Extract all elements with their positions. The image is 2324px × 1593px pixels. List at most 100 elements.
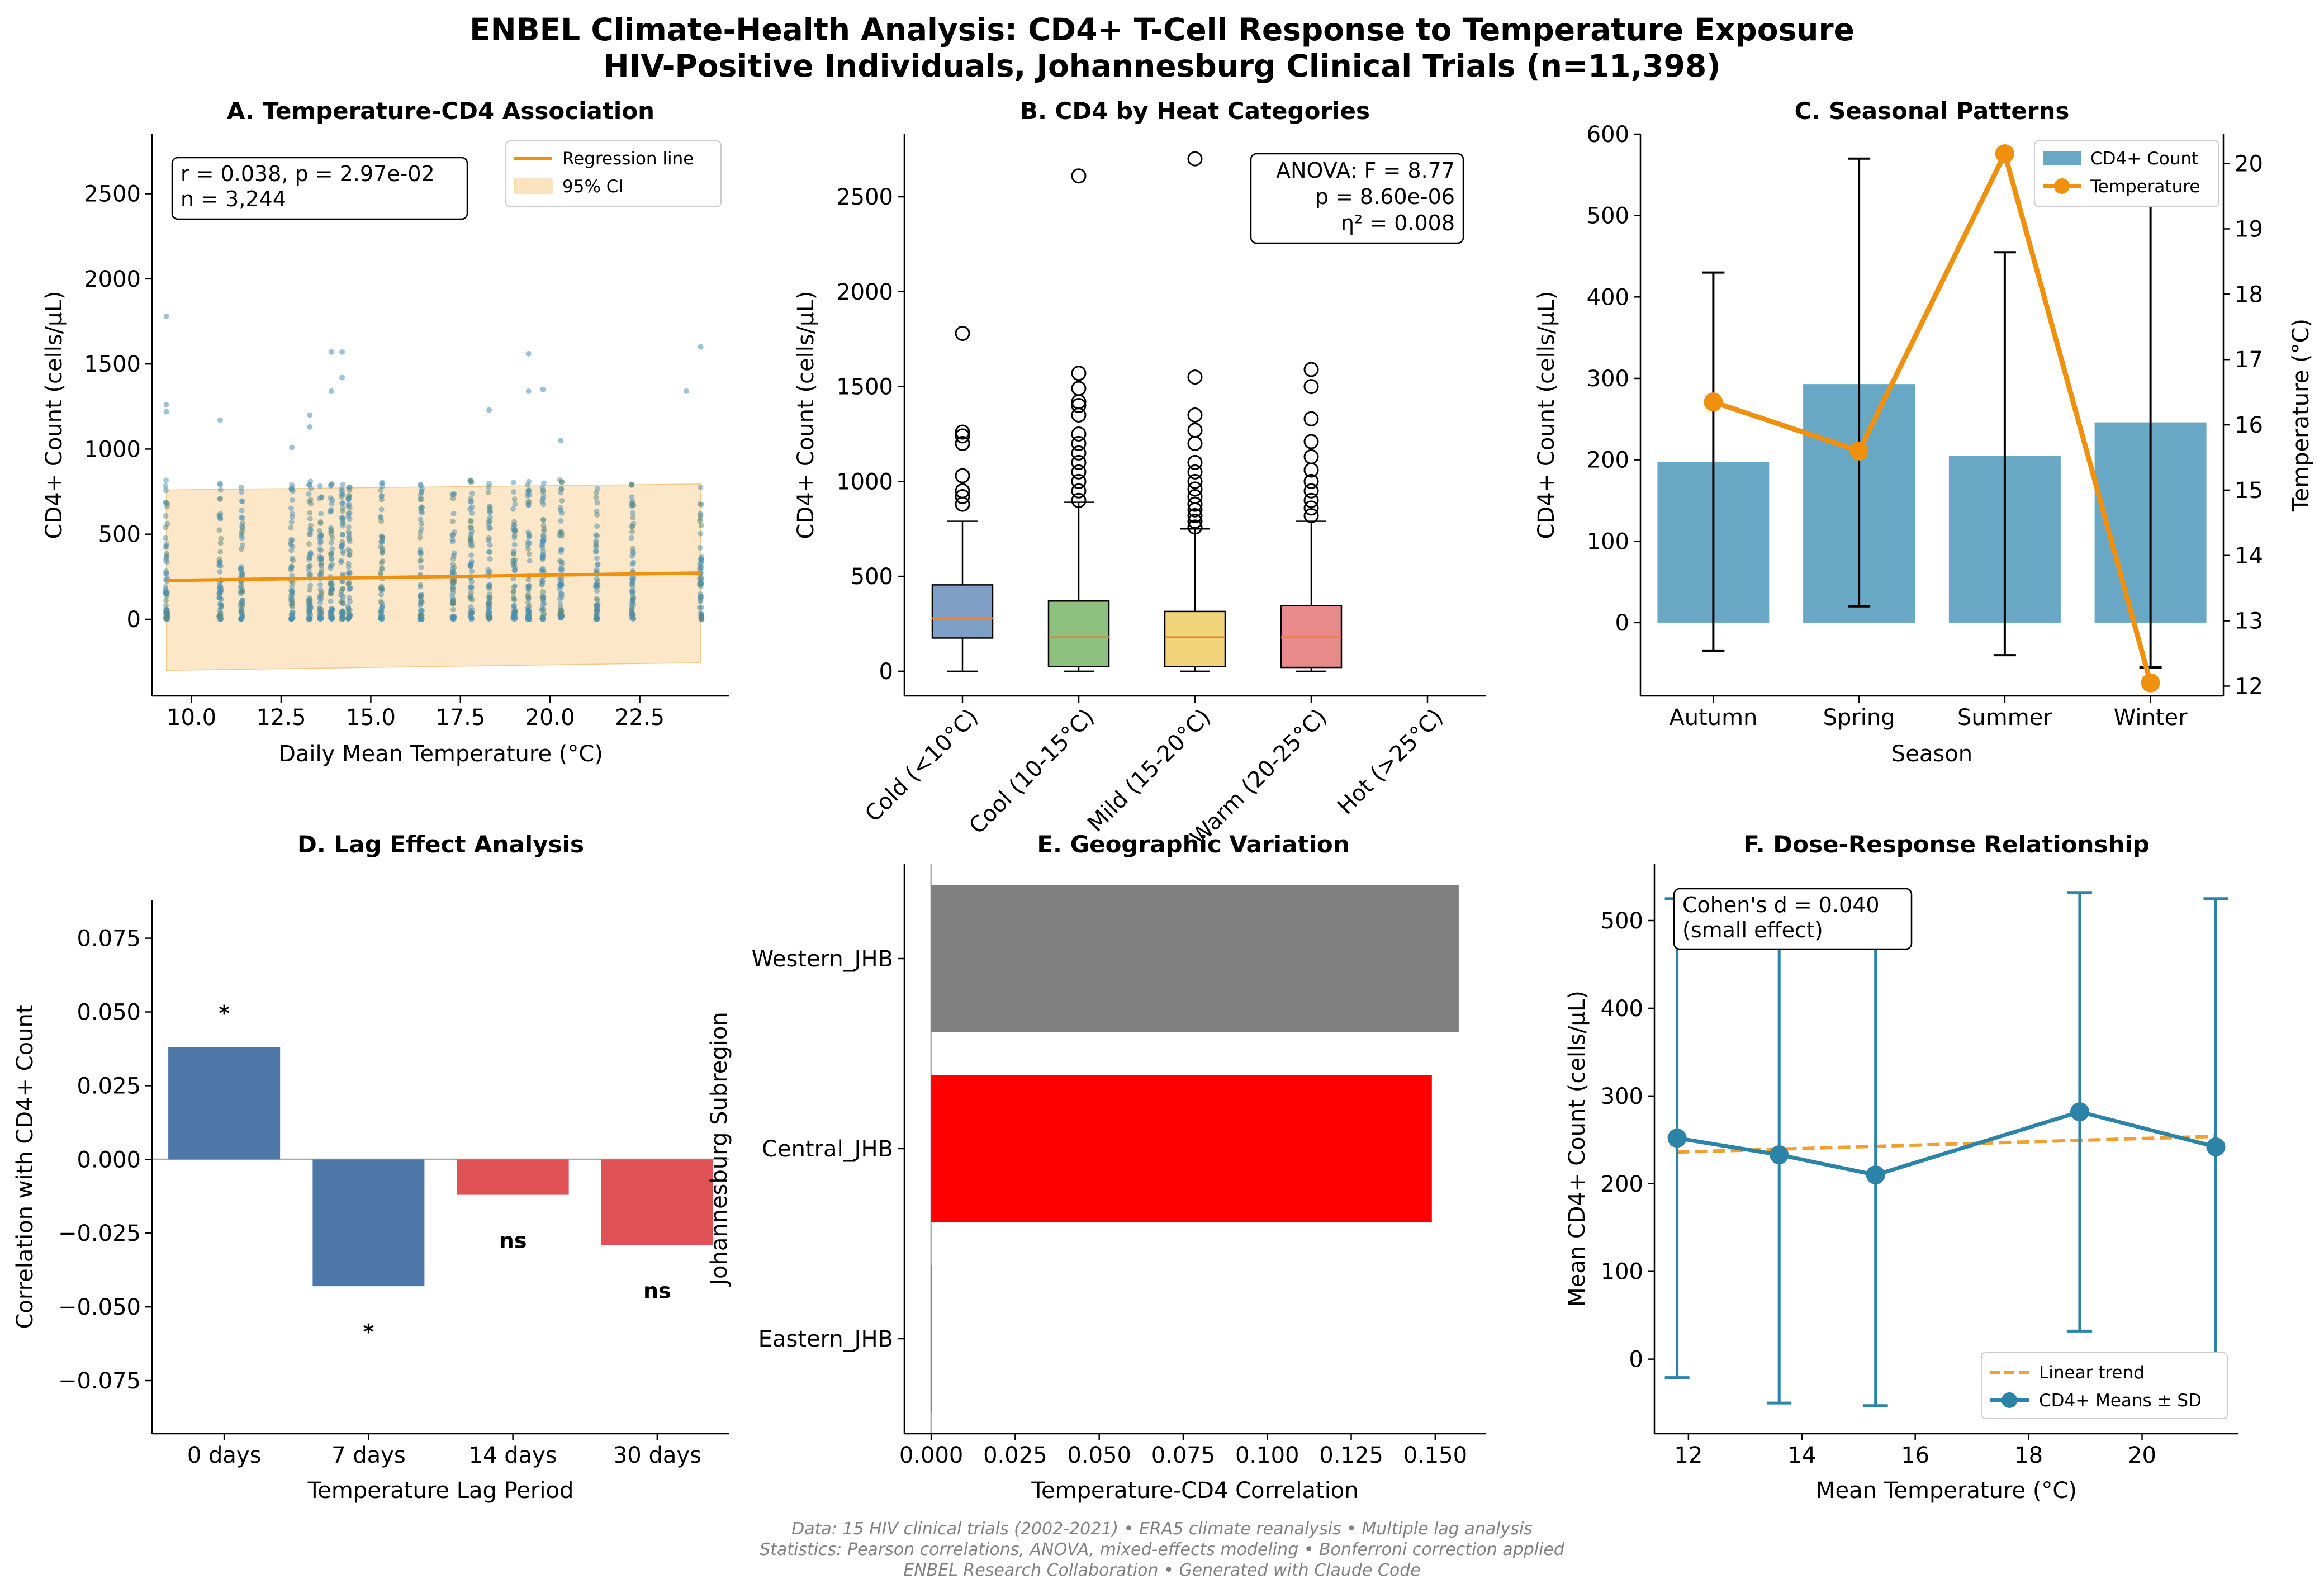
scatter-point	[163, 616, 169, 622]
outlier-point	[1071, 435, 1087, 451]
scatter-point	[338, 558, 344, 564]
scatter-point	[469, 568, 475, 575]
scatter-point	[526, 478, 532, 485]
scatter-point	[487, 568, 493, 575]
scatter-point	[379, 534, 385, 540]
outlier-point	[1303, 362, 1319, 377]
outlier-point	[1187, 514, 1203, 529]
scatter-point	[239, 609, 245, 615]
outlier-point	[1071, 454, 1087, 470]
figure-title-line1: ENBEL Climate-Health Analysis: CD4+ T-Ce…	[469, 12, 1855, 48]
scatter-point	[328, 591, 334, 597]
scatter-point	[629, 529, 635, 535]
y-axis-label: CD4+ Count (cells/µL)	[41, 291, 67, 539]
scatter-point	[317, 614, 323, 620]
outlier-point	[1187, 489, 1203, 504]
outlier-point	[1187, 454, 1203, 470]
scatter-point	[696, 575, 703, 581]
x-tick-label: 20	[2128, 1443, 2156, 1468]
scatter-point	[558, 486, 565, 492]
scatter-point	[558, 594, 565, 600]
scatter-point	[525, 615, 531, 621]
scatter-point	[511, 594, 517, 600]
scatter-point	[418, 549, 424, 556]
y-tick-label: 0	[1629, 1347, 1643, 1373]
scatter-point	[418, 526, 424, 532]
panel-title: D. Lag Effect Analysis	[297, 831, 584, 858]
scatter-point	[526, 533, 532, 539]
y-tick-label: Western_JHB	[752, 946, 893, 972]
scatter-point	[467, 537, 473, 543]
scatter-point	[329, 482, 335, 489]
y-tick-label: 1000	[84, 437, 141, 462]
mean-point	[1770, 1145, 1789, 1164]
scatter-point	[163, 571, 169, 577]
scatter-point	[697, 518, 703, 524]
scatter-point	[307, 412, 313, 418]
scatter-point	[380, 480, 386, 486]
scatter-point	[417, 594, 423, 600]
scatter-point	[540, 501, 547, 508]
scatter-point	[594, 490, 600, 496]
scatter-point	[628, 535, 634, 541]
scatter-point	[319, 567, 325, 573]
x-tick-label: 0.025	[983, 1443, 1047, 1468]
outlier-point	[1303, 492, 1319, 508]
scatter-point	[511, 605, 517, 611]
y-tick-label: −0.075	[58, 1368, 141, 1394]
outlier-point	[1187, 473, 1203, 489]
y-tick-label: 300	[1601, 1084, 1643, 1110]
scatter-point	[216, 556, 222, 562]
scatter-point	[239, 573, 245, 579]
scatter-point	[468, 584, 475, 590]
scatter-point	[328, 509, 334, 515]
scatter-point	[558, 575, 565, 581]
outlier-point	[1187, 407, 1203, 423]
scatter-point	[418, 613, 424, 619]
panel-title: A. Temperature-CD4 Association	[227, 97, 654, 125]
y-tick-label: 100	[1587, 529, 1629, 554]
scatter-point	[378, 570, 384, 576]
panel-title: B. CD4 by Heat Categories	[1020, 97, 1370, 125]
effect-size-text: Cohen's d = 0.040	[1682, 893, 1880, 917]
scatter-point	[379, 614, 385, 620]
outlier-point	[1303, 434, 1319, 449]
box-plot	[931, 326, 994, 672]
scatter-point	[290, 488, 296, 494]
scatter-point	[217, 589, 223, 595]
scatter-point	[541, 600, 547, 606]
scatter-point	[511, 542, 518, 548]
y-axis-label: Correlation with CD4+ Count	[12, 1004, 38, 1329]
scatter-point	[558, 518, 564, 524]
scatter-point	[558, 438, 564, 444]
scatter-point	[699, 614, 705, 620]
scatter-point	[163, 535, 169, 541]
y-tick-label: 0.050	[77, 999, 141, 1025]
scatter-point	[629, 590, 635, 596]
scatter-point	[558, 568, 565, 574]
scatter-point	[487, 542, 493, 548]
anova-text: ANOVA: F = 8.77	[1276, 158, 1455, 183]
scatter-point	[559, 558, 565, 565]
scatter-point	[419, 486, 425, 492]
legend-means-marker	[2002, 1392, 2017, 1408]
scatter-point	[450, 495, 456, 501]
effect-size-box	[1673, 888, 1913, 950]
scatter-point	[699, 554, 705, 560]
scatter-point	[378, 518, 385, 524]
temperature-line	[1712, 146, 2153, 684]
y-tick-label: 0.075	[77, 926, 141, 952]
scatter-point	[510, 589, 516, 595]
temperature-point	[1704, 392, 1723, 412]
scatter-point	[698, 580, 704, 586]
y-axis-label: Johannesburg Subregion	[706, 1012, 732, 1287]
scatter-point	[379, 565, 385, 571]
scatter-point	[511, 548, 517, 554]
scatter-point	[539, 543, 545, 549]
scatter-point	[511, 563, 517, 569]
y2-tick-label: 13	[2235, 609, 2263, 634]
scatter-point	[698, 530, 704, 537]
scatter-point	[539, 567, 545, 573]
scatter-point	[307, 563, 313, 569]
scatter-point	[487, 556, 493, 562]
